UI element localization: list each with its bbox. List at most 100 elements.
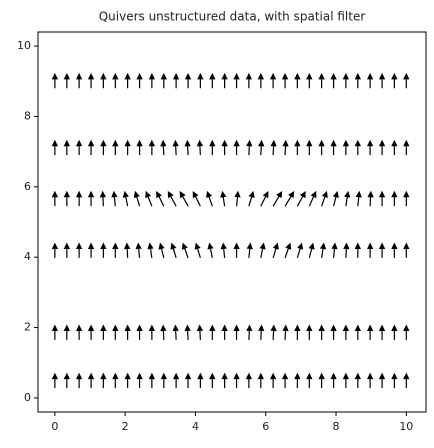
arrow [330,324,337,340]
arrow [75,72,83,89]
arrow [87,72,95,89]
arrow [258,324,265,340]
arrow [391,139,398,156]
arrow [330,372,337,389]
plot-frame [37,31,427,413]
y-tick-label: 4 [24,250,31,263]
arrow [112,242,119,258]
arrow [136,324,143,340]
arrow [403,72,410,89]
arrow [282,139,289,156]
arrow [378,324,386,340]
arrow [158,242,165,259]
arrow [63,372,70,389]
arrow [172,72,180,89]
arrow [167,190,177,207]
arrow [332,190,339,207]
arrow [63,190,70,207]
arrow [51,372,59,389]
arrow [245,72,253,89]
arrow [281,372,289,389]
y-tick-label: 10 [17,39,31,52]
arrow [112,72,119,89]
arrow [354,139,361,156]
arrow [403,139,410,156]
arrow [75,324,83,340]
arrow [184,139,191,156]
arrow [318,324,325,340]
arrow [100,72,107,89]
arrow [284,190,295,207]
arrow [63,139,70,156]
arrow [234,190,241,207]
arrow [378,242,386,258]
arrow [112,139,119,156]
arrow [196,324,204,340]
arrow [367,190,374,207]
arrow [272,190,283,207]
arrow [51,190,59,207]
arrow [124,139,131,156]
arrow [248,190,255,207]
arrow [391,324,398,340]
arrow [391,372,398,389]
arrow [366,139,374,156]
arrow [366,242,374,258]
arrow [354,242,361,258]
arrow [87,190,95,207]
arrow [354,72,361,89]
x-tick-label: 8 [333,420,340,433]
arrow [330,72,337,89]
arrow [124,372,131,389]
arrow [221,139,228,156]
arrow [403,242,410,258]
arrow [245,372,253,389]
arrow [246,139,253,156]
arrow [136,72,143,89]
arrow [403,190,410,207]
arrow [87,372,95,389]
arrow [181,242,189,259]
arrow [99,190,107,207]
arrow [184,324,191,340]
arrow [296,190,306,207]
arrow [403,324,410,340]
arrow [206,190,213,207]
arrow [354,324,361,340]
arrow [51,324,59,340]
arrow [124,324,131,340]
arrow [284,242,292,259]
arrow [111,190,118,207]
arrow [257,372,264,389]
arrow [156,190,165,207]
arrow [403,372,410,389]
arrow [184,72,192,89]
arrow [282,324,289,340]
arrow [124,242,131,258]
arrow [220,242,227,258]
arrow [51,139,59,156]
arrow [148,72,156,89]
arrow [343,242,350,258]
arrow [196,139,204,156]
arrow [100,324,107,340]
arrow [258,139,265,156]
arrow [308,190,317,207]
arrow [281,72,289,89]
arrow [294,72,301,89]
arrow [260,190,269,207]
arrow [160,372,167,389]
arrow [221,72,228,89]
y-tick-label: 6 [24,180,31,193]
arrow [87,324,95,340]
arrow [378,190,386,207]
arrow [391,72,398,89]
arrow [148,139,156,156]
arrow [342,372,350,389]
arrow [194,242,201,259]
arrow [160,72,167,89]
x-tick-label: 10 [399,420,413,433]
arrow [342,139,350,156]
arrow [355,190,362,207]
